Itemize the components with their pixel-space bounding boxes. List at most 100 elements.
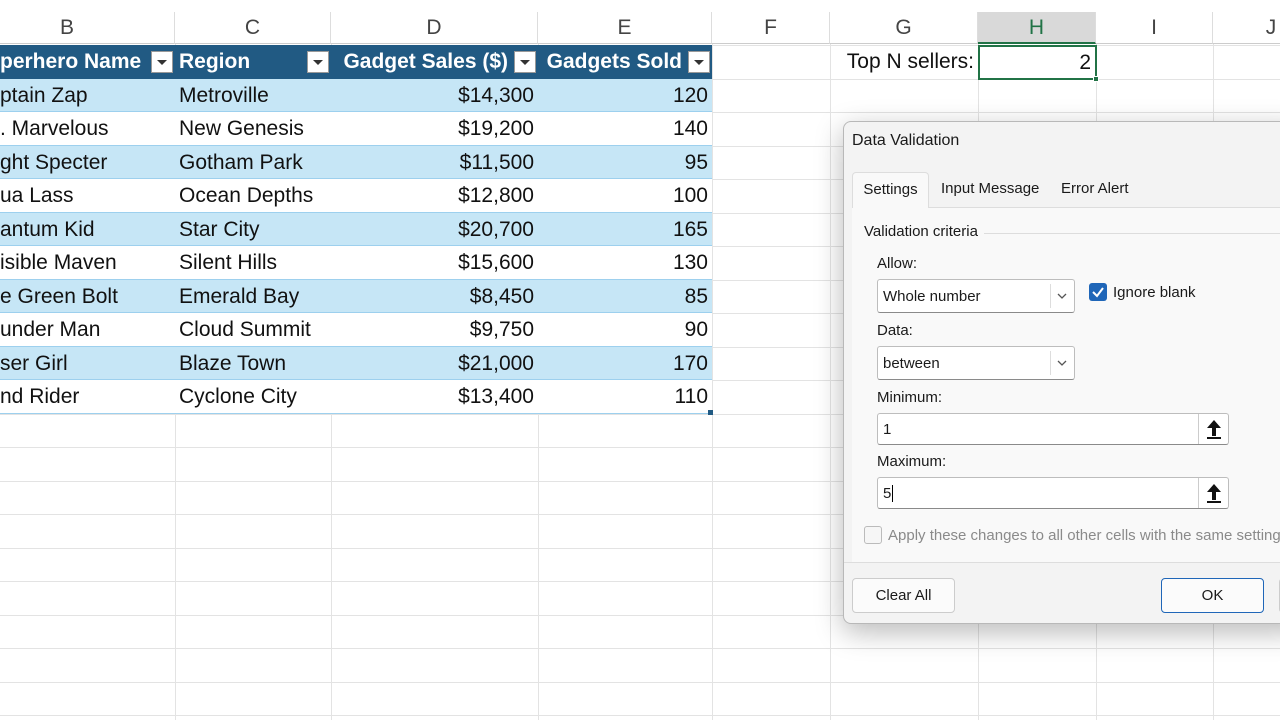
table-cell[interactable]: . Marvelous: [0, 117, 109, 140]
table-cell[interactable]: $12,800: [458, 184, 534, 207]
tab[interactable]: Input Message: [941, 180, 1040, 197]
tab[interactable]: Settings: [852, 172, 929, 208]
table-cell[interactable]: $9,750: [469, 318, 534, 341]
grid-line: [0, 514, 1280, 515]
filter-button[interactable]: [307, 51, 329, 73]
table-cell[interactable]: 100: [672, 184, 708, 207]
field-label: Maximum:: [877, 453, 947, 470]
filter-arrow: [694, 60, 704, 65]
table-row-bg: [0, 313, 712, 347]
tab[interactable]: Error Alert: [1061, 180, 1129, 197]
table-cell[interactable]: 110: [674, 385, 708, 408]
grid-line: [0, 681, 1280, 683]
fill-handle: [1093, 75, 1099, 82]
grid-line: [830, 44, 831, 720]
filter-button[interactable]: [151, 51, 173, 73]
minimum-input[interactable]: 1: [877, 413, 1229, 445]
table-row-bg: [0, 380, 712, 414]
column-header[interactable]: D: [331, 12, 538, 44]
divider: [1050, 351, 1051, 375]
grid-line: [0, 614, 1280, 616]
table-cell[interactable]: 90: [684, 318, 708, 341]
divider: [1198, 414, 1199, 444]
allow-combo[interactable]: Whole number: [877, 279, 1075, 313]
grid-line: [0, 715, 1280, 716]
table-cell[interactable]: Metroville: [179, 83, 269, 107]
column-header[interactable]: E: [538, 12, 712, 44]
combo-value: between: [883, 355, 940, 372]
top-n-label: Top N sellers:: [846, 50, 974, 73]
ok-button[interactable]: OK: [1161, 578, 1264, 613]
table-cell[interactable]: Ocean Depths: [179, 184, 314, 207]
table-cell[interactable]: Silent Hills: [179, 251, 278, 274]
table-cell[interactable]: Cloud Summit: [179, 318, 311, 341]
table-cell[interactable]: 130: [672, 251, 708, 274]
top-n-value[interactable]: 2: [978, 45, 1097, 80]
table-cell[interactable]: Gotham Park: [179, 150, 303, 174]
column-header[interactable]: J: [1213, 12, 1280, 44]
column-header[interactable]: I: [1096, 12, 1213, 44]
filter-button[interactable]: [688, 51, 710, 73]
column-header[interactable]: B: [0, 12, 175, 44]
table-cell[interactable]: nd Rider: [0, 385, 80, 408]
table-cell[interactable]: $15,600: [458, 251, 534, 274]
table-row-bg: [0, 112, 712, 146]
column-header[interactable]: C: [175, 12, 331, 44]
table-cell[interactable]: 95: [684, 150, 708, 174]
column-header[interactable]: G: [830, 12, 978, 44]
table-cell[interactable]: $11,500: [459, 150, 534, 174]
table-cell[interactable]: 170: [672, 351, 708, 375]
table-cell[interactable]: 85: [684, 284, 708, 308]
filter-arrow: [157, 60, 167, 65]
table-cell[interactable]: Cyclone City: [179, 385, 297, 408]
table-cell[interactable]: $14,300: [458, 83, 534, 107]
column-header[interactable]: H: [978, 12, 1096, 44]
table-cell[interactable]: 165: [672, 217, 708, 241]
table-cell[interactable]: ser Girl: [0, 351, 68, 375]
table-cell[interactable]: e Green Bolt: [0, 284, 118, 308]
table-cell[interactable]: $13,400: [458, 385, 534, 408]
column-header[interactable]: F: [712, 12, 830, 44]
table-cell[interactable]: $20,700: [458, 217, 534, 241]
chevron: [1057, 293, 1067, 299]
divider: [1050, 284, 1051, 308]
field-label: Minimum:: [877, 389, 943, 406]
checkbox-label: Apply these changes to all other cells w…: [888, 527, 1280, 544]
table-cell[interactable]: Star City: [179, 217, 260, 241]
table-cell[interactable]: $19,200: [458, 117, 534, 140]
table-row-bg: [0, 78, 712, 112]
filter-button[interactable]: [514, 51, 536, 73]
table-cell[interactable]: ua Lass: [0, 184, 74, 207]
grid-line: [0, 547, 1280, 549]
collapse-button[interactable]: [1204, 482, 1224, 504]
table-row-bg: [0, 346, 712, 380]
table-cell[interactable]: Blaze Town: [179, 351, 287, 375]
data-combo[interactable]: between: [877, 346, 1075, 380]
table-cell[interactable]: Emerald Bay: [179, 284, 300, 308]
table-cell[interactable]: ptain Zap: [0, 83, 88, 107]
table-cell[interactable]: $21,000: [458, 351, 534, 375]
collapse-button[interactable]: [1204, 418, 1224, 440]
checkbox-checked[interactable]: [1089, 283, 1107, 301]
combo-value: Whole number: [883, 288, 981, 305]
checkbox-disabled[interactable]: [864, 526, 882, 544]
table-cell[interactable]: New Genesis: [179, 117, 304, 140]
maximum-input[interactable]: 5: [877, 477, 1229, 509]
clear-all-button[interactable]: Clear All: [852, 578, 955, 613]
table-cell[interactable]: ght Specter: [0, 150, 108, 174]
input-value: 1: [883, 421, 892, 438]
section-label: Validation criteria: [864, 223, 978, 240]
table-cell[interactable]: $8,450: [469, 284, 534, 308]
table-header: perhero Name: [0, 50, 142, 73]
table-row-bg: [0, 279, 712, 313]
separator: [844, 562, 1280, 563]
table-cell[interactable]: isible Maven: [0, 251, 117, 274]
table-cell[interactable]: under Man: [0, 318, 101, 341]
table-cell[interactable]: 120: [672, 83, 708, 107]
table-cell[interactable]: 140: [672, 117, 708, 140]
grid-line: [712, 44, 713, 720]
table-header-bg: [0, 45, 712, 79]
grid-line: [0, 648, 1280, 649]
table-row-bg: [0, 179, 712, 213]
table-cell[interactable]: antum Kid: [0, 217, 95, 241]
